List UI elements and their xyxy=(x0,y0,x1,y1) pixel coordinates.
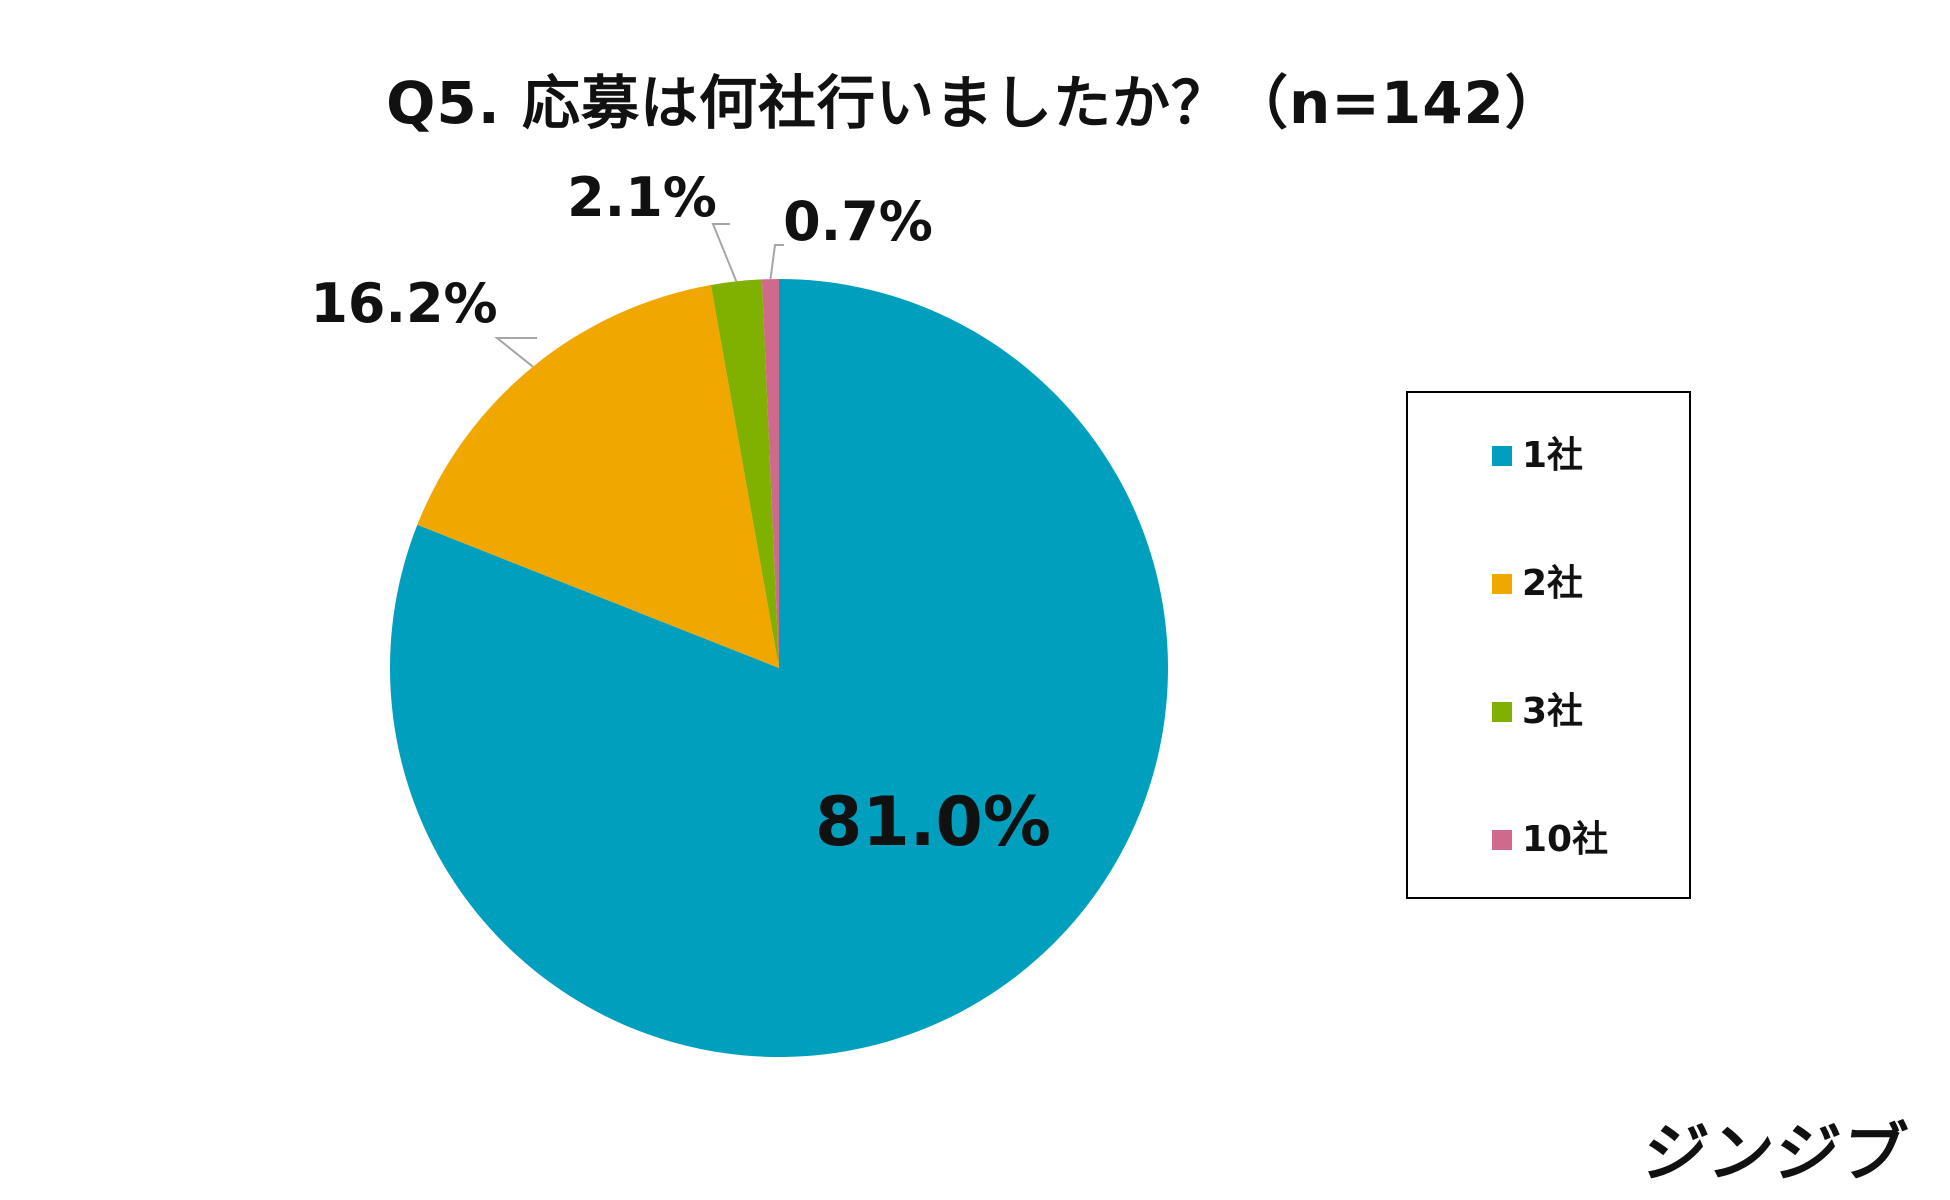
brand-logo: ジンジブ xyxy=(1637,1117,1913,1191)
pie-slice-4 xyxy=(761,279,779,668)
legend-swatch-4 xyxy=(1492,830,1512,850)
pie-slices xyxy=(390,279,1169,1057)
data-label-3: 2.1% xyxy=(567,166,717,229)
legend-label-3: 3社 xyxy=(1522,691,1584,732)
legend-swatch-1 xyxy=(1492,446,1512,466)
pie-slice-2 xyxy=(417,285,779,668)
leader-line-2 xyxy=(494,337,537,368)
data-labels: 81.0% 16.2% 2.1% 0.7% xyxy=(310,166,1051,862)
legend-label-2: 2社 xyxy=(1522,563,1584,604)
chart-title: Q5. 応募は何社行いましたか？（n=142） xyxy=(386,69,1564,137)
legend-item-1: 1社 xyxy=(1492,436,1583,476)
leader-line-3 xyxy=(711,223,738,282)
leader-lines xyxy=(494,223,784,368)
legend-item-3: 3社 xyxy=(1492,692,1583,732)
leader-line-4 xyxy=(769,244,784,280)
data-label-1: 81.0% xyxy=(815,783,1051,862)
legend-swatch-3 xyxy=(1492,702,1512,722)
data-label-4: 0.7% xyxy=(783,190,933,253)
data-label-2: 16.2% xyxy=(310,272,497,335)
legend-item-2: 2社 xyxy=(1492,564,1583,604)
legend-swatch-2 xyxy=(1492,574,1512,594)
legend-label-4: 10社 xyxy=(1522,819,1609,860)
legend: 1社 2社 3社 10社 xyxy=(1406,391,1691,899)
legend-label-1: 1社 xyxy=(1522,435,1584,476)
legend-item-4: 10社 xyxy=(1492,820,1608,860)
pie-slice-3 xyxy=(710,279,779,668)
